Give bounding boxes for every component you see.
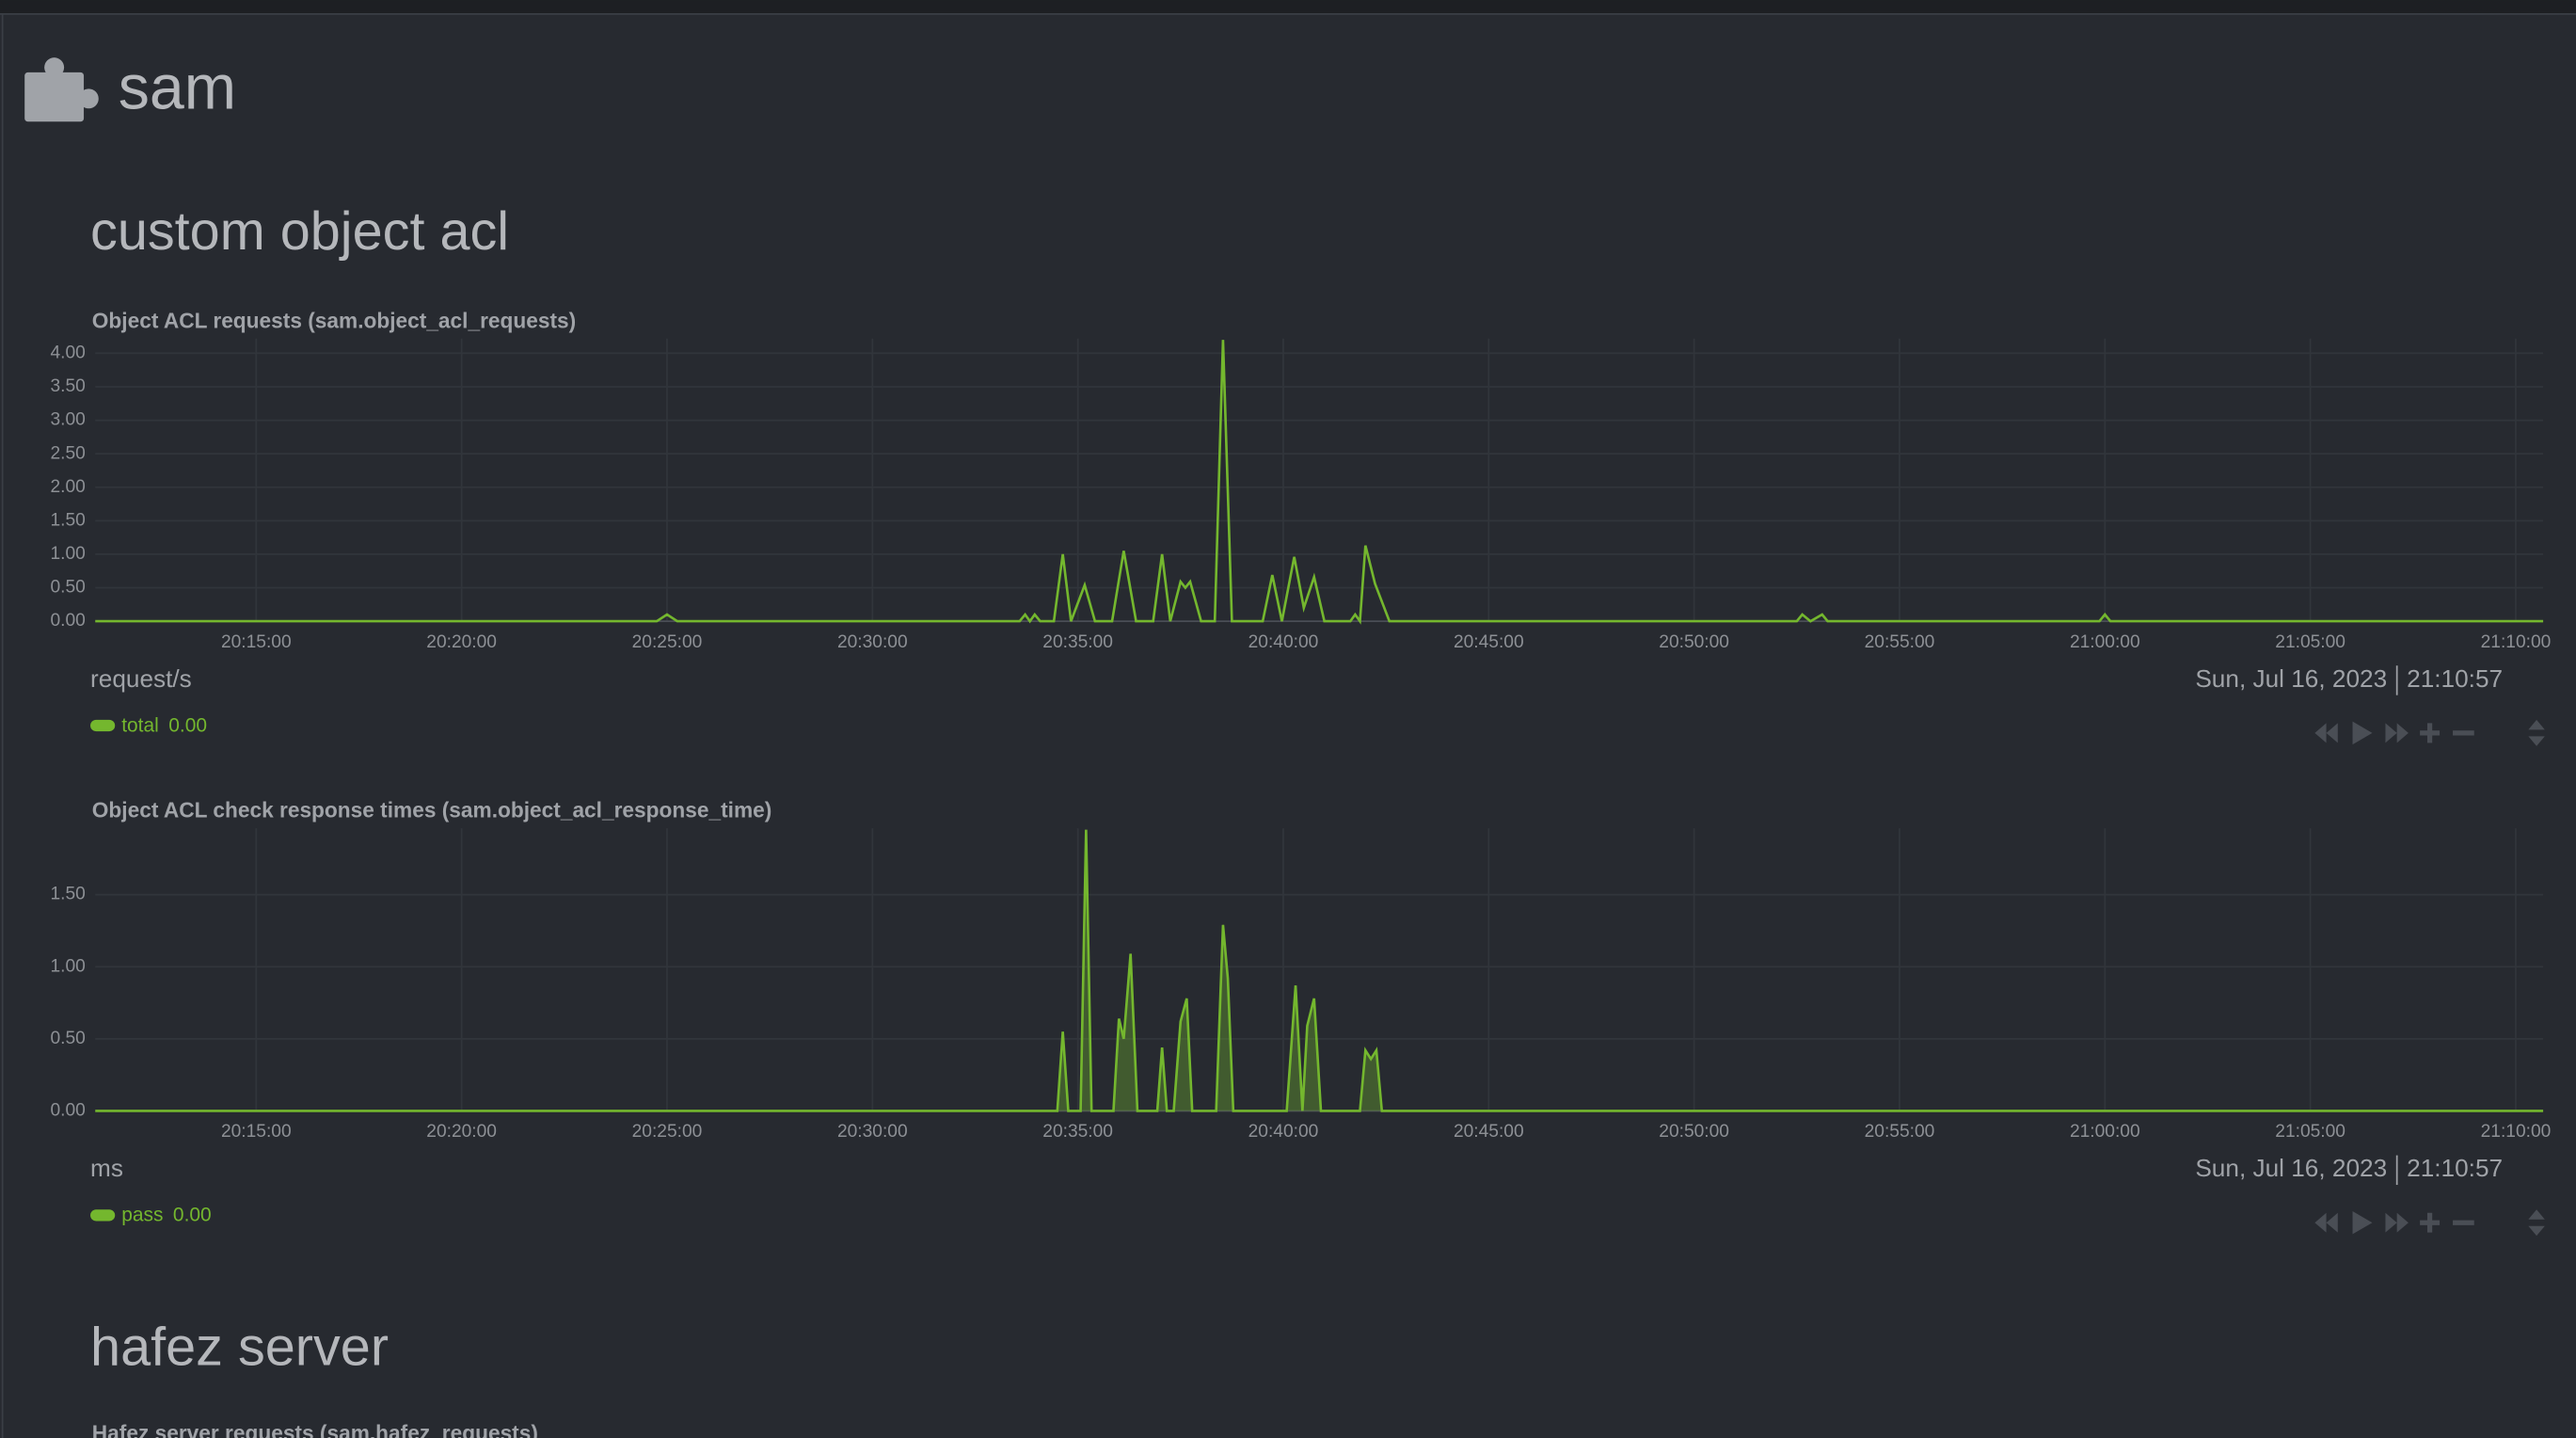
x-tick-label: 20:15:00: [221, 1122, 292, 1142]
x-tick-label: 20:45:00: [1454, 1122, 1524, 1142]
y-tick-label: 0.00: [50, 611, 85, 631]
series-line: [95, 340, 2544, 625]
y-tick-label: 2.00: [50, 477, 85, 497]
time-label: 21:10:57: [2407, 1154, 2503, 1182]
time-label: 21:10:57: [2407, 664, 2503, 693]
chart-title: Object ACL check response times (sam.obj…: [92, 798, 772, 823]
y-tick-label: 3.50: [50, 376, 85, 396]
control-button[interactable]: [2528, 719, 2545, 746]
section-title: custom object acl: [90, 201, 509, 262]
control-button[interactable]: [2352, 721, 2373, 745]
control-button[interactable]: [2528, 1209, 2545, 1237]
x-tick-label: 20:50:00: [1659, 632, 1729, 652]
y-tick-label: 4.00: [50, 343, 85, 362]
y-tick-label: 1.00: [50, 956, 85, 976]
x-tick-label: 21:05:00: [2275, 632, 2345, 652]
unit-label: request/s: [90, 664, 192, 693]
x-tick-label: 21:10:00: [2481, 632, 2552, 652]
control-button[interactable]: [2314, 723, 2338, 743]
x-tick-label: 21:05:00: [2275, 1122, 2345, 1142]
legend-swatch: [90, 1209, 116, 1222]
legend-name: pass: [121, 1205, 163, 1226]
x-tick-label: 20:30:00: [837, 632, 908, 652]
x-tick-label: 20:25:00: [632, 1122, 703, 1142]
x-tick-label: 21:00:00: [2070, 1122, 2140, 1142]
y-tick-label: 1.00: [50, 544, 85, 564]
y-tick-label: 2.50: [50, 443, 85, 463]
section-title: hafez server: [90, 1318, 389, 1378]
y-tick-label: 0.50: [50, 578, 85, 598]
y-tick-label: 0.00: [50, 1101, 85, 1121]
y-tick-label: 1.50: [50, 510, 85, 530]
x-tick-label: 20:55:00: [1865, 632, 1935, 652]
y-tick-label: 3.00: [50, 410, 85, 430]
top-bar: [0, 0, 2576, 14]
x-tick-label: 20:30:00: [837, 1122, 908, 1142]
x-tick-label: 20:35:00: [1042, 632, 1113, 652]
series-line: [95, 829, 2544, 1112]
puzzle-icon: [24, 57, 99, 122]
control-button[interactable]: [2314, 1212, 2338, 1233]
control-button[interactable]: [2420, 723, 2441, 743]
x-tick-label: 20:55:00: [1865, 1122, 1935, 1142]
x-tick-label: 20:20:00: [426, 1122, 497, 1142]
x-tick-label: 20:35:00: [1042, 1122, 1113, 1142]
chart-title: Hafez server requests (sam.hafez_request…: [92, 1420, 538, 1438]
chart-title: Object ACL requests (sam.object_acl_requ…: [92, 308, 576, 332]
legend-value: 0.00: [168, 714, 207, 736]
x-tick-label: 20:20:00: [426, 632, 497, 652]
legend-swatch: [90, 719, 116, 732]
x-tick-label: 20:40:00: [1248, 1122, 1319, 1142]
legend-name: total: [121, 714, 159, 736]
x-tick-label: 20:15:00: [221, 632, 292, 652]
y-tick-label: 1.50: [50, 885, 85, 904]
page-title: sam: [119, 53, 236, 122]
x-tick-label: 20:40:00: [1248, 632, 1319, 652]
x-tick-label: 20:50:00: [1659, 1122, 1729, 1142]
unit-label: ms: [90, 1154, 123, 1182]
x-tick-label: 20:45:00: [1454, 632, 1524, 652]
x-tick-label: 21:10:00: [2481, 1122, 2552, 1142]
date-label: Sun, Jul 16, 2023: [2195, 1154, 2387, 1182]
x-tick-label: 20:25:00: [632, 632, 703, 652]
control-button[interactable]: [2352, 1210, 2373, 1235]
control-button[interactable]: [2420, 1212, 2441, 1233]
x-tick-label: 21:00:00: [2070, 632, 2140, 652]
date-label: Sun, Jul 16, 2023: [2195, 664, 2387, 693]
y-tick-label: 0.50: [50, 1029, 85, 1048]
legend-value: 0.00: [173, 1205, 212, 1226]
